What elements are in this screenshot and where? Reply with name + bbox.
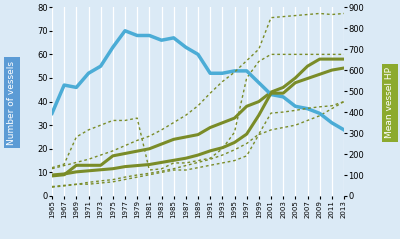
Text: Mean vessel HP: Mean vessel HP: [386, 67, 394, 138]
Text: Number of vessels: Number of vessels: [8, 61, 16, 145]
